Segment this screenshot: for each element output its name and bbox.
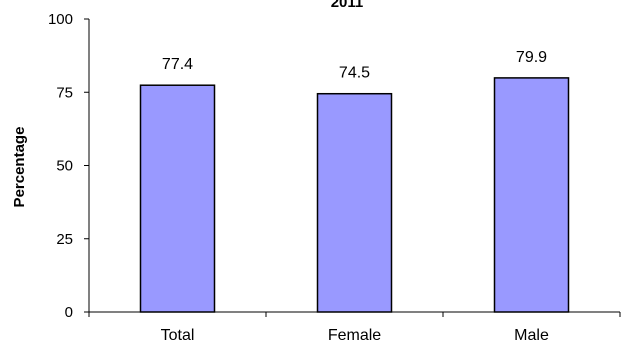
y-axis-label: Percentage [11,127,28,208]
bar-male [493,77,570,313]
bar-total [139,84,216,313]
bar-female [316,92,393,313]
y-ticks-group: 0 25 50 75 100 [48,11,89,321]
x-ticks-group: Total Female Male [88,312,621,344]
y-tick-label: 100 [48,11,73,28]
y-tick-label: 75 [56,84,73,101]
value-label-female: 74.5 [339,65,370,82]
y-tick-label: 50 [56,158,73,175]
chart-title: 2011 [331,0,364,11]
x-tick-label-total: Total [161,327,195,344]
value-label-total: 77.4 [162,56,193,73]
x-tick-label-female: Female [328,327,381,344]
x-tick-label-male: Male [514,327,549,344]
value-label-male: 79.9 [516,49,547,66]
y-tick-label: 0 [65,304,73,321]
bars-group [139,77,570,313]
value-labels-group: 77.4 74.5 79.9 [162,49,547,82]
y-tick-label: 25 [56,231,73,248]
